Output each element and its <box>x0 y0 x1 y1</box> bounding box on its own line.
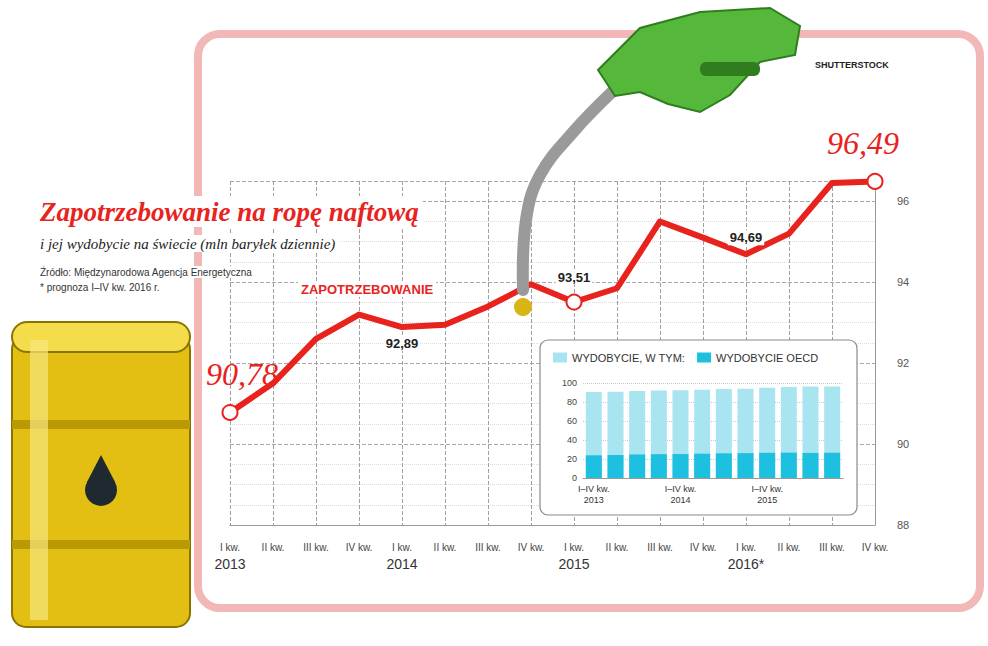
svg-text:60: 60 <box>567 416 577 426</box>
svg-text:2015: 2015 <box>757 495 777 505</box>
svg-text:90,78: 90,78 <box>206 356 278 392</box>
svg-text:I kw.: I kw. <box>220 542 240 553</box>
svg-text:II kw.: II kw. <box>778 542 801 553</box>
svg-text:ZAPOTRZEBOWANIE: ZAPOTRZEBOWANIE <box>301 282 433 297</box>
svg-text:WYDOBYCIE, W TYM:: WYDOBYCIE, W TYM: <box>572 352 685 364</box>
svg-text:92,89: 92,89 <box>386 336 419 351</box>
svg-text:III kw.: III kw. <box>475 542 501 553</box>
svg-text:III kw.: III kw. <box>647 542 673 553</box>
svg-text:I–IV kw.: I–IV kw. <box>665 484 697 494</box>
svg-text:92: 92 <box>897 357 909 369</box>
svg-text:94: 94 <box>897 276 909 288</box>
svg-text:i jej wydobycie na świecie (ml: i jej wydobycie na świecie (mln baryłek … <box>40 236 335 253</box>
svg-text:I kw.: I kw. <box>392 542 412 553</box>
svg-text:IV kw.: IV kw. <box>346 542 373 553</box>
svg-text:80: 80 <box>567 397 577 407</box>
svg-text:96: 96 <box>897 195 909 207</box>
svg-text:0: 0 <box>572 473 577 483</box>
svg-text:SHUTTERSTOCK: SHUTTERSTOCK <box>815 60 889 70</box>
svg-text:WYDOBYCIE OECD: WYDOBYCIE OECD <box>716 352 818 364</box>
svg-text:I–IV kw.: I–IV kw. <box>751 484 783 494</box>
svg-text:2013: 2013 <box>584 495 604 505</box>
svg-text:II kw.: II kw. <box>434 542 457 553</box>
svg-text:2014: 2014 <box>386 556 417 572</box>
svg-text:IV kw.: IV kw. <box>690 542 717 553</box>
svg-text:20: 20 <box>567 454 577 464</box>
svg-text:III kw.: III kw. <box>819 542 845 553</box>
svg-text:IV kw.: IV kw. <box>518 542 545 553</box>
svg-text:2014: 2014 <box>670 495 690 505</box>
svg-text:II kw.: II kw. <box>262 542 285 553</box>
svg-text:Źródło: Międzynarodowa Agencja: Źródło: Międzynarodowa Agencja Energetyc… <box>40 266 252 278</box>
svg-text:100: 100 <box>562 378 577 388</box>
svg-text:2013: 2013 <box>214 556 245 572</box>
svg-text:90: 90 <box>897 438 909 450</box>
svg-text:2015: 2015 <box>558 556 589 572</box>
svg-text:I kw.: I kw. <box>564 542 584 553</box>
svg-text:II kw.: II kw. <box>606 542 629 553</box>
svg-text:I kw.: I kw. <box>736 542 756 553</box>
svg-text:2016*: 2016* <box>728 556 765 572</box>
svg-text:* prognoza I–IV kw. 2016 r.: * prognoza I–IV kw. 2016 r. <box>40 282 160 293</box>
svg-text:I–IV kw.: I–IV kw. <box>578 484 610 494</box>
svg-text:93,51: 93,51 <box>558 270 591 285</box>
svg-text:Zapotrzebowanie na ropę naftow: Zapotrzebowanie na ropę naftową <box>39 197 419 227</box>
svg-text:III kw.: III kw. <box>303 542 329 553</box>
svg-text:94,69: 94,69 <box>730 230 763 245</box>
svg-text:88: 88 <box>897 519 909 531</box>
svg-text:96,49: 96,49 <box>827 125 899 161</box>
svg-text:IV kw.: IV kw. <box>862 542 889 553</box>
svg-text:40: 40 <box>567 435 577 445</box>
